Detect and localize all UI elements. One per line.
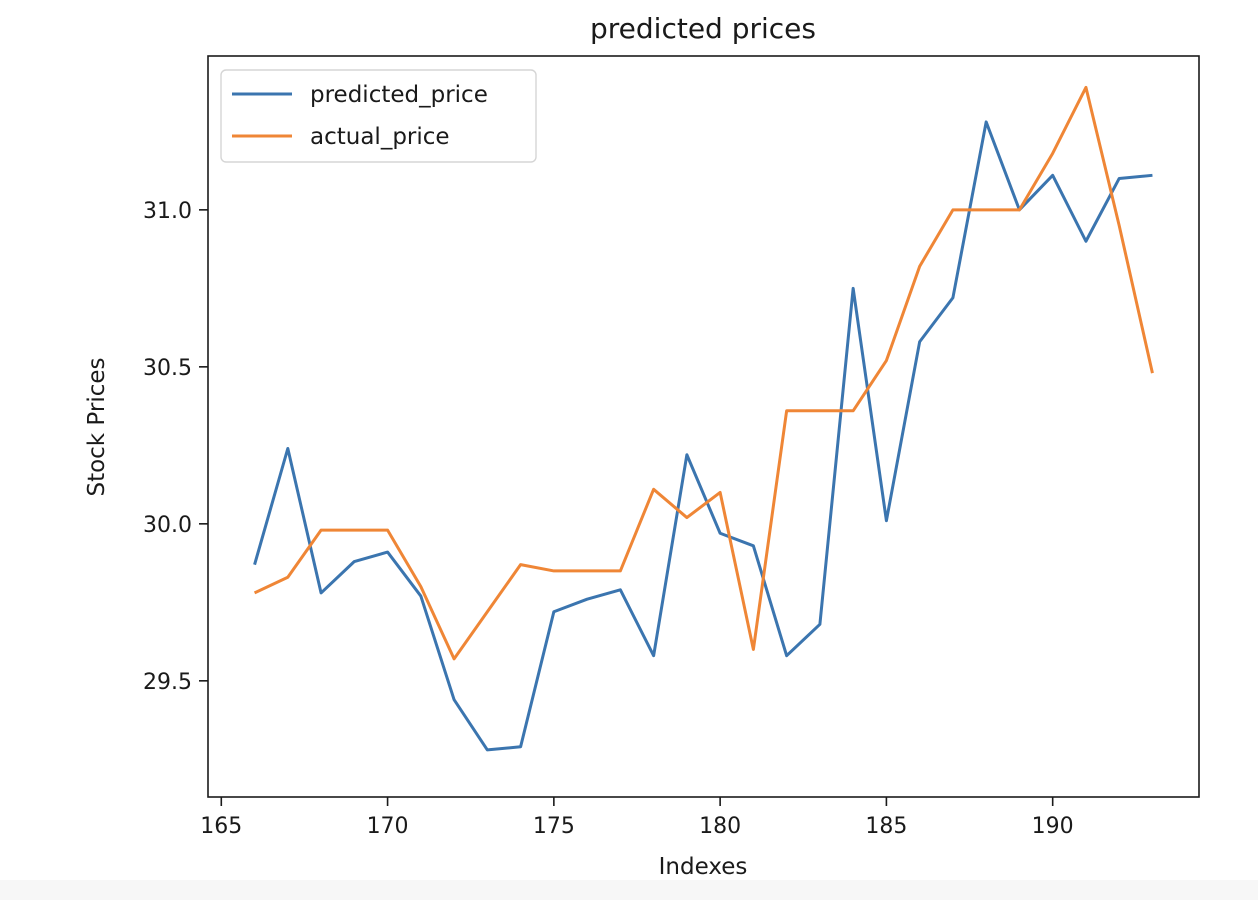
x-tick-label: 190 xyxy=(1032,814,1074,839)
x-tick-label: 170 xyxy=(367,814,409,839)
legend-label-actual_price: actual_price xyxy=(310,124,450,150)
x-tick-label: 185 xyxy=(865,814,907,839)
plot-area xyxy=(253,85,1154,752)
y-tick-label: 30.0 xyxy=(143,513,192,538)
y-axis-label: Stock Prices xyxy=(84,357,110,496)
plot-frame xyxy=(207,55,1200,798)
x-tick-label: 165 xyxy=(200,814,242,839)
y-tick-label: 29.5 xyxy=(143,670,192,695)
y-tick-label: 30.5 xyxy=(143,356,192,381)
x-tick-label: 180 xyxy=(699,814,741,839)
series-line-actual_price xyxy=(253,85,1154,661)
legend: predicted_price actual_price xyxy=(220,69,537,163)
chart-title: predicted prices xyxy=(590,12,816,45)
bottom-strip xyxy=(0,880,1258,900)
x-axis: 165 170 175 180 185 190 xyxy=(200,797,1074,839)
legend-label-predicted_price: predicted_price xyxy=(310,82,488,108)
x-axis-label: Indexes xyxy=(659,854,748,880)
y-tick-label: 31.0 xyxy=(143,199,192,224)
y-axis: 29.5 30.0 30.5 31.0 xyxy=(143,199,208,695)
series-line-predicted_price xyxy=(253,120,1153,752)
x-tick-label: 175 xyxy=(533,814,575,839)
legend-box xyxy=(220,69,537,163)
